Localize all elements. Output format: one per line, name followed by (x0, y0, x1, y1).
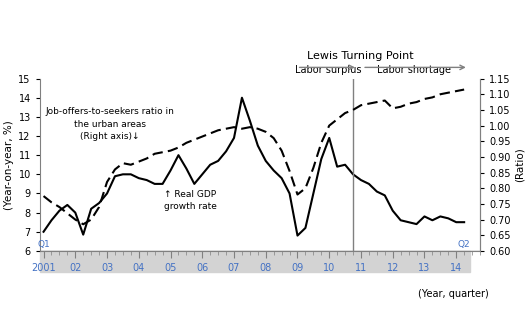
Text: Labor surplus: Labor surplus (295, 65, 362, 75)
Text: Lewis Turning Point: Lewis Turning Point (307, 51, 413, 61)
Text: Job-offers-to-seekers ratio in
the urban areas
(Right axis)↓: Job-offers-to-seekers ratio in the urban… (46, 107, 175, 141)
Y-axis label: (Ratio): (Ratio) (515, 147, 525, 182)
Text: Labor shortage: Labor shortage (377, 65, 451, 75)
Bar (40, 251, 470, 272)
Text: (Year, quarter): (Year, quarter) (418, 289, 489, 299)
Y-axis label: (Year-on-year, %): (Year-on-year, %) (4, 120, 14, 210)
Text: Q2: Q2 (458, 240, 470, 250)
Text: Q1: Q1 (37, 240, 50, 250)
Text: ↑ Real GDP
growth rate: ↑ Real GDP growth rate (164, 190, 217, 211)
